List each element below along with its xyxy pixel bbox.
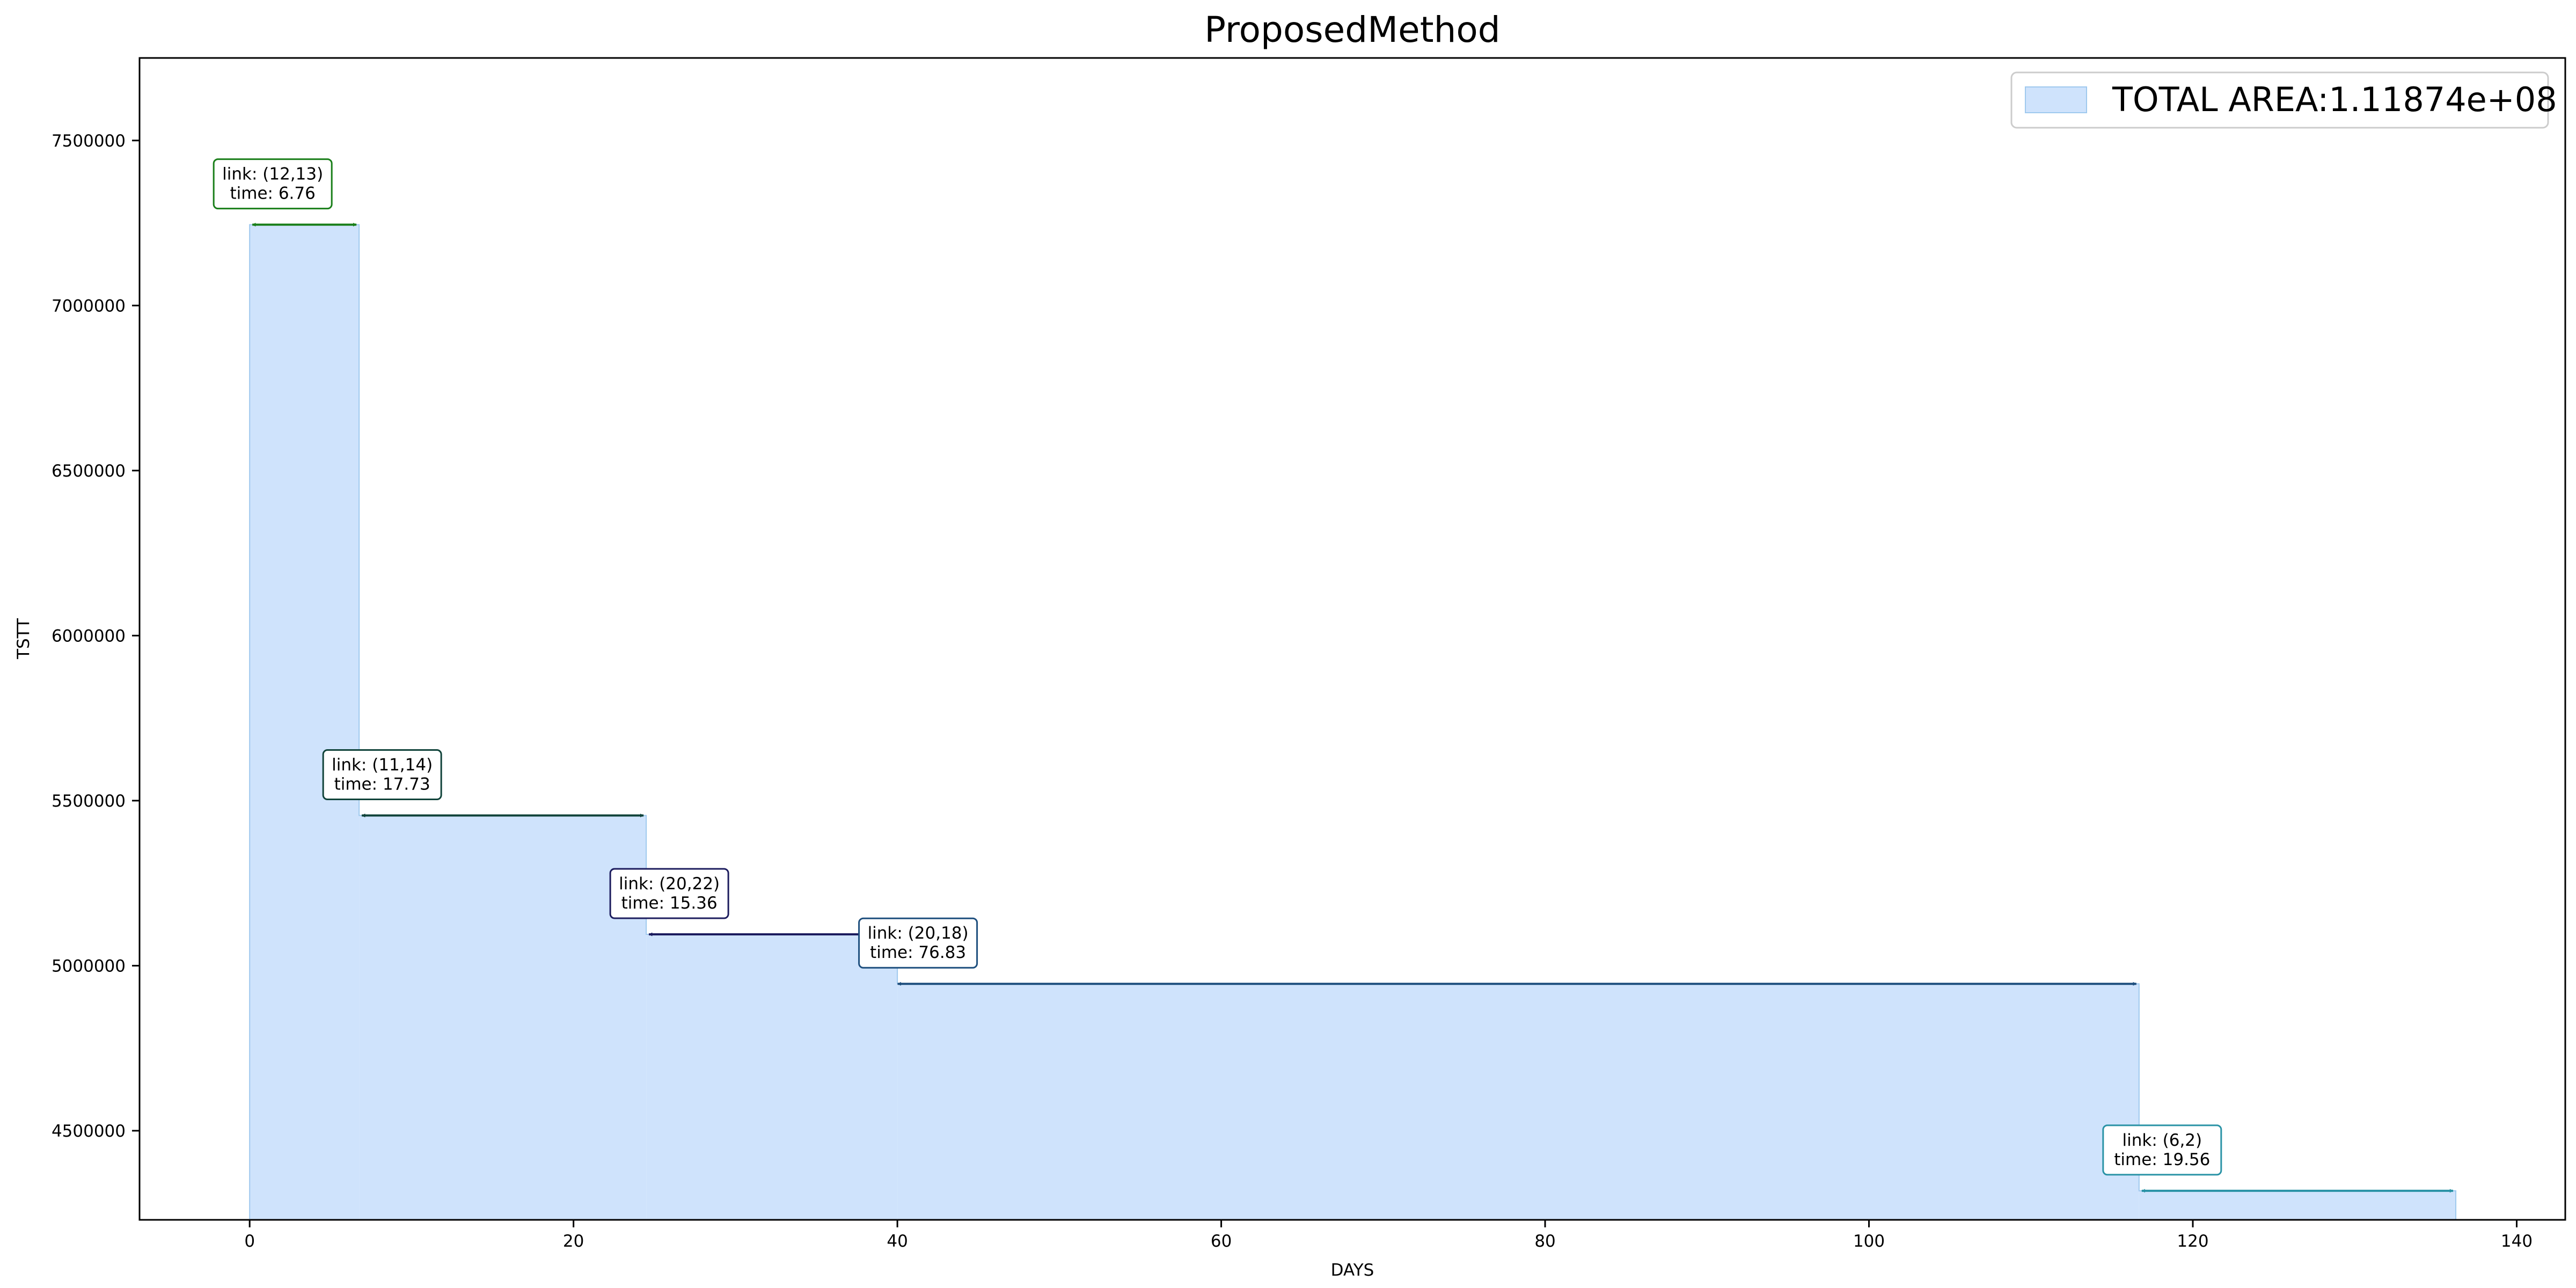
plot-area xyxy=(249,224,2457,1220)
annotation-time-label: time: 6.76 xyxy=(230,184,316,203)
y-tick-label: 6500000 xyxy=(52,462,126,481)
x-tick-label: 80 xyxy=(1534,1232,1555,1251)
annotation-box xyxy=(2102,1124,2222,1176)
annotation-time-label: time: 76.83 xyxy=(870,943,966,962)
chart-title: ProposedMethod xyxy=(1204,9,1500,50)
area-step-1 xyxy=(250,224,360,1220)
axes: 0 20 40 60 80 100 120 140 4500000 5000000 5500000 6… xyxy=(52,131,2533,1251)
legend-swatch xyxy=(2025,86,2087,113)
y-tick-label: 7500000 xyxy=(52,131,126,151)
area-step-3 xyxy=(646,934,898,1220)
annotation-3: link: (20,22)time: 15.36 xyxy=(609,868,893,936)
x-axis-label: DAYS xyxy=(1331,1261,1374,1280)
y-tick-label: 5000000 xyxy=(52,956,126,976)
annotation-time-label: time: 19.56 xyxy=(2114,1150,2210,1169)
y-tick-label: 7000000 xyxy=(52,296,126,316)
x-tick-label: 120 xyxy=(2177,1232,2208,1251)
annotation-4: link: (20,18)time: 76.83 xyxy=(858,917,2137,986)
legend-box xyxy=(2010,71,2549,129)
x-tick-label: 100 xyxy=(1853,1232,1885,1251)
x-tick-label: 20 xyxy=(563,1232,584,1251)
annotation-time-label: time: 17.73 xyxy=(334,775,430,794)
annotation-time-label: time: 15.36 xyxy=(621,894,718,913)
y-tick-label: 5500000 xyxy=(52,792,126,811)
annotation-link-label: link: (20,18) xyxy=(868,924,969,943)
annotation-link-label: link: (6,2) xyxy=(2123,1131,2202,1150)
legend: TOTAL AREA:1.11874e+08 xyxy=(2010,71,2557,129)
annotation-box xyxy=(213,158,333,210)
x-tick-label: 140 xyxy=(2501,1232,2533,1251)
annotation-1: link: (12,13)time: 6.76 xyxy=(213,158,357,227)
annotation-link-label: link: (12,13) xyxy=(222,165,323,184)
x-tick-label: 40 xyxy=(887,1232,908,1251)
x-tick-label: 0 xyxy=(244,1232,255,1251)
area-step-4 xyxy=(897,984,2139,1220)
axes-frame xyxy=(138,57,2566,1221)
x-tick-label: 60 xyxy=(1211,1232,1232,1251)
area-step-5 xyxy=(2139,1190,2456,1220)
area-step-2 xyxy=(359,815,647,1220)
y-tick-label: 6000000 xyxy=(52,626,126,646)
annotation-link-label: link: (20,22) xyxy=(619,874,720,894)
y-tick-label: 4500000 xyxy=(52,1122,126,1141)
annotation-box xyxy=(322,749,442,801)
y-axis-label: TSTT xyxy=(14,618,33,660)
annotation-5: link: (6,2)time: 19.56 xyxy=(2102,1124,2454,1193)
annotation-2: link: (11,14)time: 17.73 xyxy=(322,749,644,818)
annotation-link-label: link: (11,14) xyxy=(332,756,433,775)
annotation-box xyxy=(858,917,978,969)
legend-label: TOTAL AREA:1.11874e+08 xyxy=(2112,80,2557,119)
annotation-box xyxy=(609,868,729,919)
